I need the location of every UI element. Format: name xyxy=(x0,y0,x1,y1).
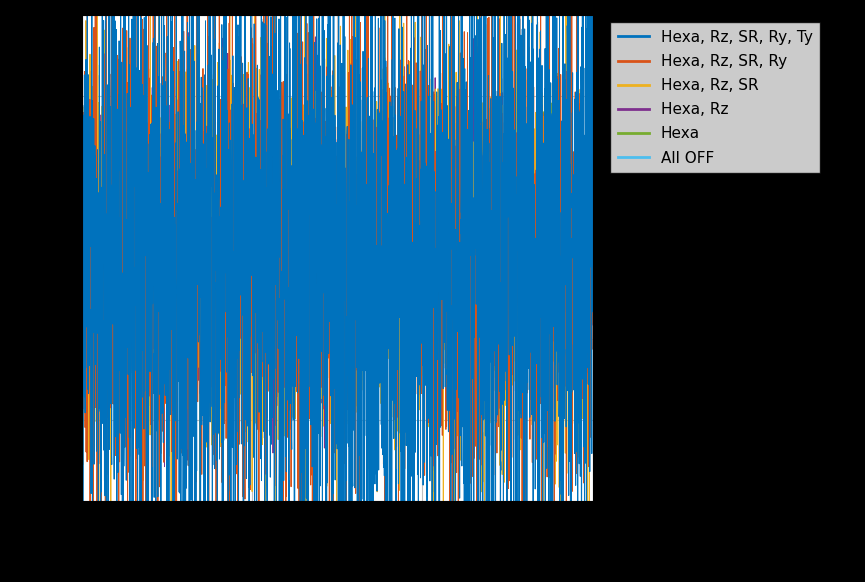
Legend: Hexa, Rz, SR, Ry, Ty, Hexa, Rz, SR, Ry, Hexa, Rz, SR, Hexa, Rz, Hexa, All OFF: Hexa, Rz, SR, Ry, Ty, Hexa, Rz, SR, Ry, … xyxy=(611,22,820,173)
